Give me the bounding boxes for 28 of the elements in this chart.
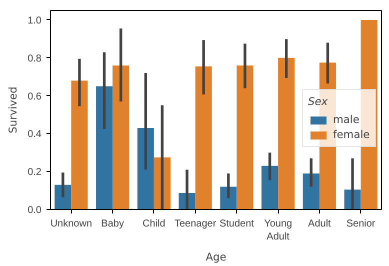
bar <box>137 128 154 210</box>
y-axis-title: Survived <box>6 86 20 134</box>
y-tick-label: 0.0 <box>28 205 42 216</box>
bar <box>302 173 320 210</box>
bar <box>112 65 130 210</box>
bar <box>71 80 88 210</box>
bar <box>278 58 295 210</box>
bar <box>236 65 254 210</box>
x-tick-label: Teenager <box>174 218 217 230</box>
x-tick-label: Baby <box>101 218 124 230</box>
y-tick-label: 0.8 <box>28 53 42 64</box>
legend-label: male <box>333 113 360 126</box>
legend-title: Sex <box>308 95 329 108</box>
x-tick-label: Child <box>142 218 166 230</box>
y-tick-label: 0.4 <box>28 129 42 140</box>
x-tick-label: Adult <box>308 218 332 230</box>
x-axis-title: Age <box>206 250 226 264</box>
legend-label: female <box>333 128 370 141</box>
y-tick-label: 0.2 <box>28 167 42 178</box>
y-tick-label: 1.0 <box>28 15 42 26</box>
x-tick-label: Senior <box>346 218 376 230</box>
x-tick-label: Student <box>219 218 254 230</box>
x-tick-label: Young Adult <box>264 218 292 243</box>
x-tick-label: Unknown <box>50 218 92 230</box>
bar <box>262 166 278 210</box>
bar <box>195 66 212 210</box>
y-tick-label: 0.6 <box>28 91 42 102</box>
bar <box>96 86 113 210</box>
